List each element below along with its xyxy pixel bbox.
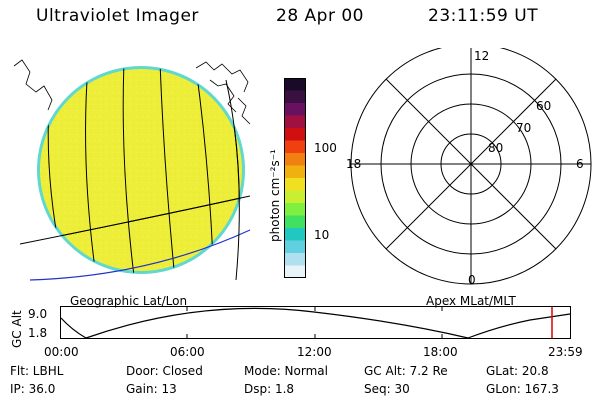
grid-latitude-line <box>19 195 251 245</box>
mlat-label-60: 60 <box>536 99 551 113</box>
colorbar-segment <box>284 165 306 179</box>
colorbar-segment <box>284 190 306 204</box>
colorbar-segment <box>284 115 306 129</box>
time-label: 23:11:59 UT <box>428 6 539 26</box>
mlt-label-18: 18 <box>346 157 361 171</box>
mlat-label-80: 80 <box>488 141 503 155</box>
info-glon: GLon: 167.3 <box>486 382 559 396</box>
info-filter: Flt: LBHL <box>10 364 64 378</box>
info-mode: Mode: Normal <box>244 364 328 378</box>
mlt-label-0: 0 <box>468 273 476 287</box>
grid-longitude-line <box>225 79 240 281</box>
info-seq: Seq: 30 <box>364 382 410 396</box>
mlat-label-70: 70 <box>516 121 531 135</box>
polar-diag-2 <box>385 78 557 250</box>
colorbar-segment <box>284 90 306 104</box>
colorbar-segment <box>284 240 306 254</box>
colorbar-segment <box>284 253 306 266</box>
info-ip: IP: 36.0 <box>10 382 56 396</box>
geographic-caption: Geographic Lat/Lon <box>70 294 188 308</box>
x-tick-0600: 06:00 <box>170 345 205 359</box>
info-gain: Gain: 13 <box>126 382 177 396</box>
altitude-ticks <box>186 307 443 339</box>
colorbar-frame <box>284 78 306 278</box>
info-gc-alt: GC Alt: 7.2 Re <box>364 364 448 378</box>
date-label: 28 Apr 00 <box>276 6 364 26</box>
colorbar-segment <box>284 78 306 91</box>
colorbar-segment <box>284 103 306 116</box>
colorbar-segment <box>284 140 306 154</box>
apex-caption: Apex MLat/MLT <box>426 294 516 308</box>
x-tick-2359: 23:59 <box>548 345 583 359</box>
colorbar-segment <box>284 215 306 229</box>
colorbar-segment <box>284 228 306 241</box>
instrument-title: Ultraviolet Imager <box>36 6 199 26</box>
altitude-y-min: 1.8 <box>28 326 48 340</box>
x-tick-1200: 12:00 <box>297 345 332 359</box>
colorbar-segment <box>284 153 306 166</box>
colorbar-tick-100: 100 <box>314 141 337 155</box>
x-tick-0000: 00:00 <box>44 345 79 359</box>
colorbar-segment <box>284 203 306 216</box>
info-dsp: Dsp: 1.8 <box>244 382 295 396</box>
altitude-ylabel: GC Alt <box>10 310 24 348</box>
altitude-curve <box>60 307 571 339</box>
colorbar-segment <box>284 265 306 278</box>
uv-image-panel <box>13 59 251 281</box>
colorbar <box>284 78 306 278</box>
colorbar-tick-10: 10 <box>314 228 330 242</box>
info-glat: GLat: 20.8 <box>486 364 549 378</box>
earth-disk <box>40 69 242 271</box>
colorbar-unit-label: photon cm⁻²s⁻¹ <box>268 149 282 242</box>
coastline-blue <box>29 229 251 281</box>
colorbar-segment <box>284 128 306 141</box>
colorbar-segment <box>284 178 306 191</box>
mlt-label-12: 12 <box>474 49 489 63</box>
polar-plot: 12 0 18 6 60 70 80 <box>346 48 592 287</box>
coastline-outline <box>13 59 251 125</box>
altitude-plot <box>60 306 571 339</box>
altitude-y-max: 9.0 <box>28 307 48 321</box>
x-tick-1800: 18:00 <box>423 345 458 359</box>
info-door: Door: Closed <box>126 364 203 378</box>
mlt-label-6: 6 <box>576 157 584 171</box>
